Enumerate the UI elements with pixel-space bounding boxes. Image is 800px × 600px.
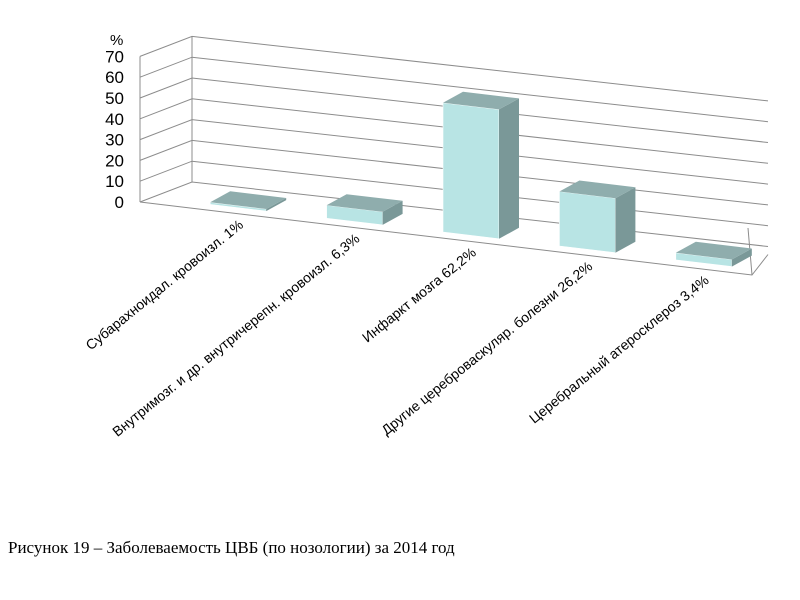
y-axis-unit: % [110, 32, 123, 49]
figure-caption: Рисунок 19 – Заболеваемость ЦВБ (по нозо… [8, 538, 455, 557]
y-tick-label: 50 [105, 89, 124, 108]
category-label: Инфаркт мозга 62,2% [359, 244, 479, 345]
bar-side-face [615, 187, 636, 253]
bar-top-face [675, 241, 752, 260]
bar [442, 91, 519, 240]
bar [209, 191, 287, 212]
y-tick-label: 30 [105, 131, 124, 150]
gridlines [139, 35, 769, 276]
y-tick-label: 20 [105, 151, 124, 170]
bar [326, 194, 403, 226]
gridline [139, 35, 769, 102]
bar-top-face [559, 180, 636, 199]
bar [675, 241, 752, 267]
category-label: Субарахноидал. кровоизл. 1% [82, 216, 246, 353]
category-label: Внутримозг. и др. внутричерепн. кровоизл… [109, 230, 362, 439]
bar-front-face [442, 102, 500, 240]
bar-side-face [382, 200, 403, 225]
bar-side-face [499, 98, 519, 239]
y-tick-label: 60 [105, 68, 124, 87]
y-tick-label: 0 [115, 193, 124, 212]
bars [209, 91, 752, 267]
y-tick-label: 40 [105, 110, 124, 129]
bar-top-face [210, 191, 287, 209]
bar [559, 180, 636, 254]
y-tick-label: 70 [105, 47, 124, 66]
y-tick-label: 10 [105, 172, 124, 191]
bar-side-face [266, 198, 287, 212]
bar-top-face [443, 91, 519, 110]
category-label: Другие цереброваскуляр. болезни 26,2% [378, 258, 595, 438]
bar-front-face [559, 191, 616, 254]
bar-top-face [326, 194, 403, 212]
bar-side-face [731, 248, 752, 267]
